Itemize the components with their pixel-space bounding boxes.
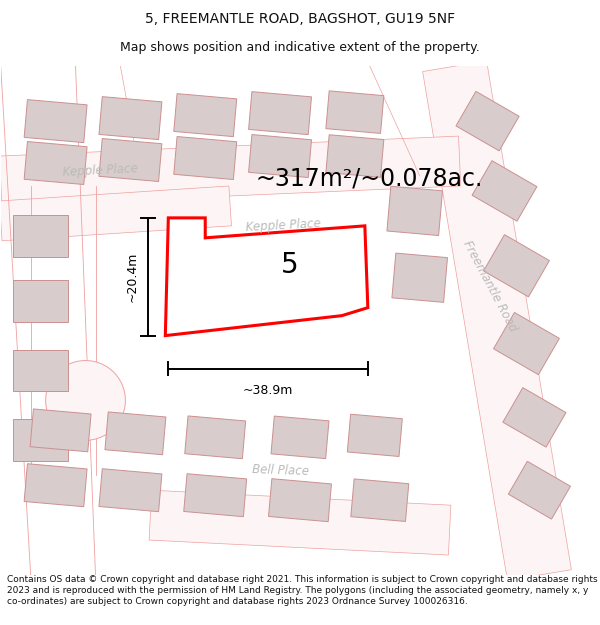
Polygon shape: [503, 388, 566, 447]
Polygon shape: [347, 414, 403, 456]
Polygon shape: [13, 280, 68, 322]
Polygon shape: [494, 312, 559, 374]
Text: Freemantle Road: Freemantle Road: [460, 238, 519, 334]
Polygon shape: [422, 61, 571, 581]
Polygon shape: [174, 136, 236, 179]
Polygon shape: [99, 139, 162, 181]
Polygon shape: [185, 416, 245, 459]
Polygon shape: [13, 349, 68, 391]
Polygon shape: [269, 479, 331, 522]
Text: Kepple Place: Kepple Place: [245, 217, 321, 234]
Text: Bell Place: Bell Place: [251, 462, 308, 478]
Polygon shape: [326, 91, 384, 133]
Polygon shape: [24, 99, 87, 142]
Polygon shape: [508, 461, 571, 519]
Polygon shape: [24, 464, 87, 507]
Polygon shape: [456, 91, 519, 151]
Text: ~20.4m: ~20.4m: [125, 251, 139, 302]
Text: 5, FREEMANTLE ROAD, BAGSHOT, GU19 5NF: 5, FREEMANTLE ROAD, BAGSHOT, GU19 5NF: [145, 11, 455, 26]
Polygon shape: [13, 215, 68, 257]
Polygon shape: [326, 135, 384, 178]
Text: Map shows position and indicative extent of the property.: Map shows position and indicative extent…: [120, 41, 480, 54]
Polygon shape: [0, 186, 232, 241]
Text: 5: 5: [281, 251, 299, 279]
Polygon shape: [0, 136, 461, 206]
Polygon shape: [46, 361, 125, 441]
Polygon shape: [149, 490, 451, 555]
Polygon shape: [248, 134, 311, 178]
Polygon shape: [392, 253, 448, 302]
Polygon shape: [166, 218, 368, 336]
Polygon shape: [105, 412, 166, 455]
Text: ~317m²/~0.078ac.: ~317m²/~0.078ac.: [255, 167, 482, 191]
Polygon shape: [99, 97, 162, 139]
Polygon shape: [472, 161, 537, 221]
Polygon shape: [13, 419, 68, 461]
Polygon shape: [99, 469, 162, 512]
Text: ~38.9m: ~38.9m: [243, 384, 293, 398]
Polygon shape: [484, 234, 550, 297]
Polygon shape: [24, 141, 87, 184]
Polygon shape: [271, 416, 329, 459]
Polygon shape: [351, 479, 409, 521]
Polygon shape: [184, 474, 247, 517]
Polygon shape: [248, 92, 311, 134]
Text: Contains OS data © Crown copyright and database right 2021. This information is : Contains OS data © Crown copyright and d…: [7, 575, 598, 606]
Text: Kepple Place: Kepple Place: [62, 162, 139, 179]
Polygon shape: [30, 409, 91, 452]
Polygon shape: [387, 186, 443, 236]
Polygon shape: [174, 94, 236, 137]
